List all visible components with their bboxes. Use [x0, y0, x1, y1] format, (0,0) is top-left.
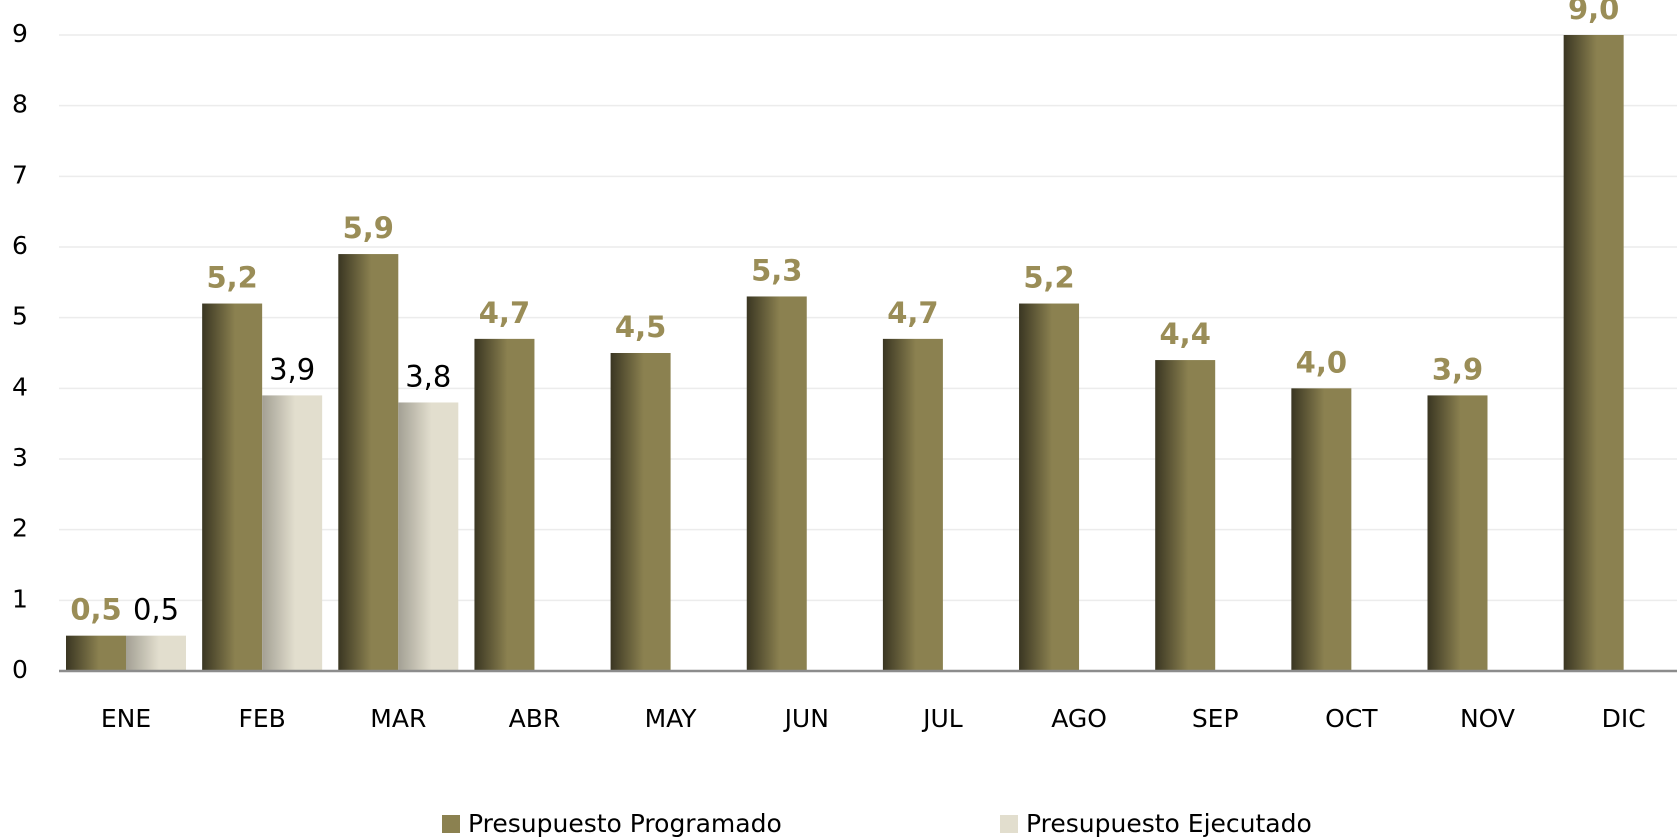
x-tick-label: OCT — [1325, 704, 1378, 733]
x-tick-label: DIC — [1602, 704, 1646, 733]
x-tick-label: ENE — [101, 704, 151, 733]
bar — [1291, 388, 1352, 671]
bar — [610, 353, 671, 671]
x-tick-label: ABR — [509, 704, 561, 733]
x-tick-label: JUN — [783, 704, 829, 733]
y-tick-label: 5 — [12, 302, 28, 331]
x-tick-label: MAR — [370, 704, 426, 733]
bar — [474, 338, 535, 671]
x-tick-label: NOV — [1460, 704, 1515, 733]
y-tick-label: 7 — [12, 160, 28, 189]
y-tick-label: 3 — [12, 443, 28, 472]
data-label: 4,7 — [887, 296, 938, 330]
bar — [1563, 35, 1624, 671]
y-tick-label: 2 — [12, 514, 28, 543]
bar — [1155, 360, 1216, 671]
data-label: 3,9 — [1432, 352, 1483, 386]
data-label: 5,2 — [1023, 261, 1074, 295]
data-label: 3,8 — [405, 359, 451, 393]
bar — [338, 254, 399, 672]
bar — [746, 296, 807, 671]
bar — [882, 338, 943, 671]
legend-swatch — [442, 815, 460, 833]
y-tick-label: 1 — [12, 584, 28, 613]
data-label: 3,9 — [269, 352, 315, 386]
data-label: 4,0 — [1296, 345, 1347, 379]
data-label: 5,3 — [751, 253, 802, 287]
y-tick-label: 8 — [12, 90, 28, 119]
data-label: 4,4 — [1160, 317, 1211, 351]
bar — [398, 402, 459, 671]
bar — [66, 635, 126, 671]
data-label: 9,0 — [1568, 0, 1619, 26]
y-tick-label: 0 — [12, 655, 28, 684]
x-tick-label: MAY — [645, 704, 698, 733]
x-tick-label: JUL — [921, 704, 963, 733]
data-label: 4,7 — [479, 296, 530, 330]
data-label: 4,5 — [615, 310, 666, 344]
bar — [1019, 303, 1080, 671]
bar — [126, 635, 186, 671]
legend-label: Presupuesto Programado — [468, 809, 782, 838]
x-tick-label: SEP — [1192, 704, 1239, 733]
legend-swatch — [1000, 815, 1018, 833]
y-tick-label: 4 — [12, 372, 28, 401]
x-tick-label: FEB — [238, 704, 285, 733]
data-label: 0,5 — [70, 593, 121, 627]
legend-label: Presupuesto Ejecutado — [1026, 809, 1312, 838]
y-tick-label: 9 — [12, 19, 28, 48]
bar — [1427, 395, 1488, 671]
bar — [262, 395, 323, 671]
data-label: 5,9 — [343, 211, 394, 245]
y-tick-label: 6 — [12, 231, 28, 260]
data-label: 5,2 — [206, 261, 257, 295]
data-label: 0,5 — [133, 593, 179, 627]
x-tick-label: AGO — [1051, 704, 1107, 733]
bar — [202, 303, 263, 671]
